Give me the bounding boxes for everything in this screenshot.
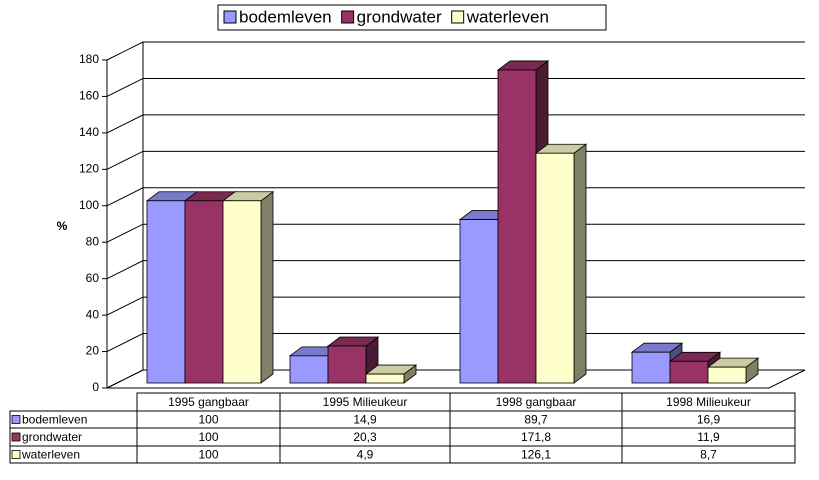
y-tick-label: 120 xyxy=(79,162,99,176)
bar-front xyxy=(146,200,186,384)
table-legend-key xyxy=(11,450,21,459)
y-axis-label: % xyxy=(57,219,68,233)
y-tick-label: 180 xyxy=(79,52,99,66)
table-series-name: bodemleven xyxy=(22,413,87,427)
table-cell: 14,9 xyxy=(353,413,377,427)
bar-front xyxy=(222,200,262,384)
bar-side xyxy=(260,190,274,384)
x-tick-label: 1995 Milieukeur xyxy=(323,395,408,409)
bar-front xyxy=(459,219,499,384)
table-cell: 89,7 xyxy=(524,413,548,427)
y-tick-label: 100 xyxy=(79,198,99,212)
legend-label: grondwater xyxy=(357,7,442,26)
table-cell: 126,1 xyxy=(521,448,551,462)
y-tick-label: 20 xyxy=(86,344,100,358)
table-cell: 100 xyxy=(198,448,218,462)
legend-label: waterleven xyxy=(466,7,549,26)
grid-line xyxy=(106,41,805,61)
bar-front xyxy=(669,360,709,384)
bar xyxy=(364,364,418,384)
bar xyxy=(706,357,760,384)
table-series-name: grondwater xyxy=(22,430,82,444)
bar-front xyxy=(289,355,329,384)
x-tick-label: 1995 gangbaar xyxy=(168,395,249,409)
table-body-frame xyxy=(9,410,796,464)
y-tick-label: 140 xyxy=(79,125,99,139)
grid-line xyxy=(106,77,805,97)
bar-front xyxy=(535,152,575,384)
table-cell: 4,9 xyxy=(357,448,374,462)
x-tick-label: 1998 Milieukeur xyxy=(666,395,751,409)
legend-frame xyxy=(217,4,607,31)
table-legend-key xyxy=(11,415,21,424)
legend-key xyxy=(341,10,355,24)
table-cell: 171,8 xyxy=(521,430,551,444)
y-tick-label: 40 xyxy=(86,307,100,321)
table-cell: 11,9 xyxy=(697,430,720,444)
y-tick-label: 80 xyxy=(86,234,100,248)
bar-side xyxy=(573,143,587,384)
bar xyxy=(221,190,275,384)
bar-front xyxy=(365,373,405,384)
legend-label: bodemleven xyxy=(239,7,332,26)
bar-front xyxy=(497,69,537,384)
bar-front xyxy=(184,200,224,384)
legend: bodemleven grondwater waterleven xyxy=(217,4,607,31)
table-series-name: waterleven xyxy=(21,448,80,462)
table-legend-key xyxy=(11,432,21,442)
table-cell: 8,7 xyxy=(700,448,717,462)
bar-front xyxy=(707,366,747,384)
table-cell: 16,9 xyxy=(697,413,721,427)
table-cell: 20,3 xyxy=(353,430,377,444)
bar xyxy=(534,143,588,384)
x-tick-label: 1998 gangbaar xyxy=(496,395,577,409)
bar-front xyxy=(631,351,671,384)
grid-line xyxy=(106,150,805,170)
grid-line xyxy=(106,114,805,134)
legend-key xyxy=(451,10,465,24)
table-cell: 100 xyxy=(198,413,218,427)
table-cell: 100 xyxy=(198,430,218,444)
y-tick-label: 60 xyxy=(86,271,100,285)
y-tick-label: 0 xyxy=(92,380,99,394)
bar-front xyxy=(327,345,367,384)
legend-key xyxy=(223,10,237,24)
y-tick-label: 160 xyxy=(79,89,99,103)
